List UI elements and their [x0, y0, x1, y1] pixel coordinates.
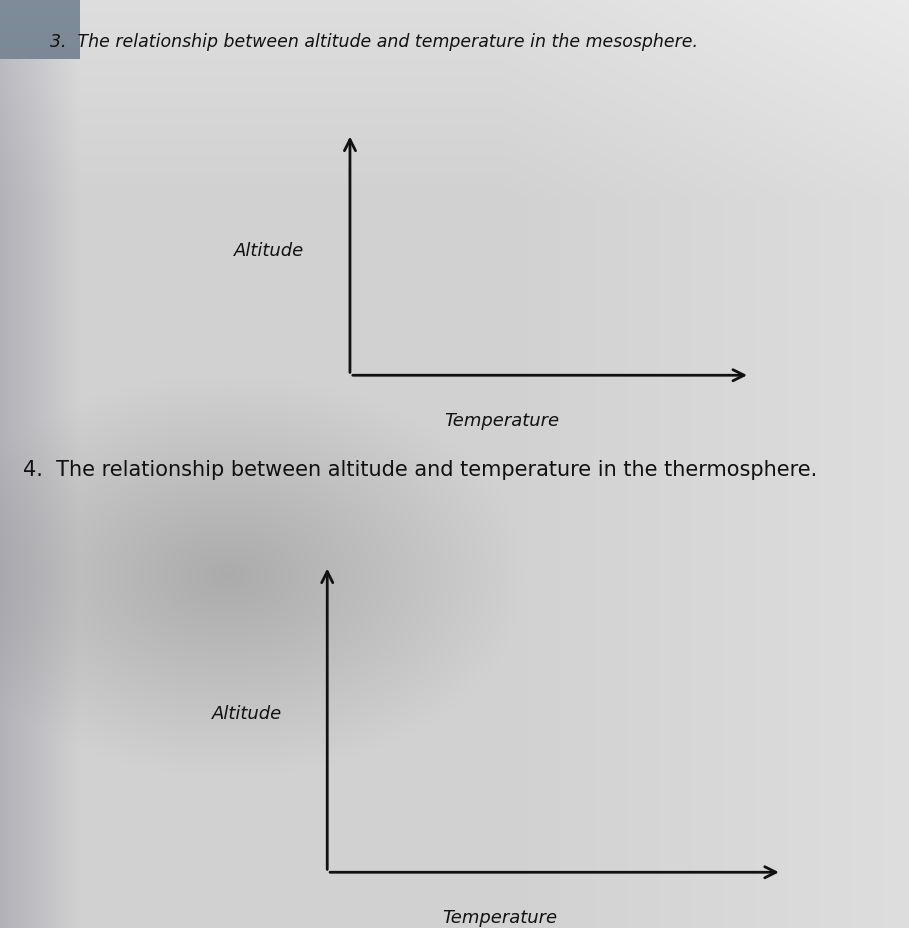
Text: Altitude: Altitude	[235, 241, 305, 259]
Text: Temperature: Temperature	[445, 411, 560, 429]
Text: Temperature: Temperature	[443, 908, 557, 925]
Text: Altitude: Altitude	[212, 704, 282, 722]
Text: 3.  The relationship between altitude and temperature in the mesosphere.: 3. The relationship between altitude and…	[50, 32, 698, 50]
Text: 4.  The relationship between altitude and temperature in the thermosphere.: 4. The relationship between altitude and…	[23, 459, 817, 480]
